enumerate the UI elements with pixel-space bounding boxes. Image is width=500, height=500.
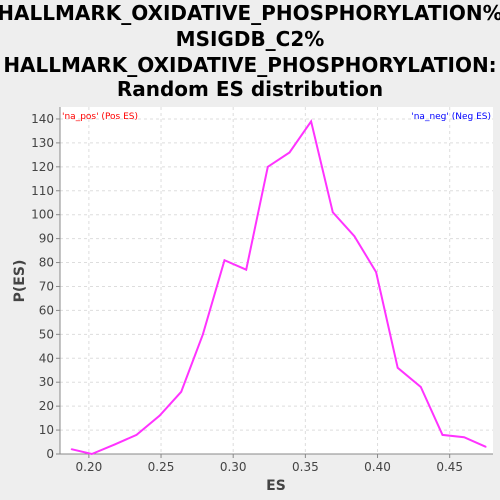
y-tick-label: 50	[39, 327, 54, 341]
data-point	[223, 259, 226, 261]
gridlines	[60, 107, 493, 455]
x-axis-title: ES	[266, 478, 286, 494]
data-point	[267, 166, 269, 168]
x-tick-label: 0.35	[292, 460, 319, 474]
y-tick-label: 130	[31, 136, 54, 150]
data-point	[353, 235, 356, 238]
y-tick-label: 110	[31, 184, 54, 198]
data-point	[288, 151, 291, 154]
y-tick-label: 10	[39, 423, 54, 437]
data-point	[441, 434, 444, 436]
y-tick-label: 90	[39, 232, 54, 246]
x-tick-label: 0.45	[436, 460, 463, 474]
x-tick-label: 0.40	[364, 460, 391, 474]
data-point	[158, 414, 161, 417]
y-axis-ticks: 0 10 20 30 40 50 60 70 80 90 100 110 120 130 140	[31, 112, 60, 461]
data-point	[114, 443, 116, 446]
x-tick-label: 0.30	[220, 460, 247, 474]
y-tick-label: 100	[31, 208, 54, 222]
y-axis-title: P(ES)	[12, 260, 28, 303]
data-point	[420, 386, 422, 388]
title-line-2: MSIGDB_C2%	[176, 27, 325, 51]
data-point	[70, 448, 73, 451]
y-tick-label: 60	[39, 303, 54, 317]
legend-neg-es: 'na_neg' (Neg ES)	[411, 112, 491, 122]
y-tick-label: 40	[39, 351, 54, 365]
y-tick-label: 120	[31, 160, 54, 174]
y-tick-label: 80	[39, 256, 54, 270]
series-line	[71, 118, 487, 456]
data-point	[310, 120, 312, 123]
title-line-3: HALLMARK_OXIDATIVE_PHOSPHORYLATION:	[3, 53, 496, 77]
data-point	[484, 446, 487, 448]
data-point	[180, 390, 183, 393]
plot-area	[60, 107, 493, 454]
y-tick-label: 70	[39, 279, 54, 293]
data-point	[202, 333, 204, 336]
data-point	[245, 268, 247, 271]
x-axis-ticks: 0.20 0.25 0.30 0.35 0.40 0.45	[76, 454, 463, 474]
chart-title: HALLMARK_OXIDATIVE_PHOSPHORYLATION% MSIG…	[0, 1, 500, 101]
legend-pos-es: 'na_pos' (Pos ES)	[62, 112, 138, 122]
y-tick-label: 140	[31, 112, 54, 126]
title-line-1: HALLMARK_OXIDATIVE_PHOSPHORYLATION%	[0, 1, 500, 25]
title-line-4: Random ES distribution	[117, 77, 383, 101]
data-point	[331, 211, 334, 214]
data-point	[396, 367, 399, 369]
series-layer	[70, 118, 487, 456]
axes	[59, 107, 493, 455]
data-point	[135, 434, 138, 436]
data-point	[375, 271, 377, 273]
data-point	[463, 436, 465, 439]
y-tick-label: 30	[39, 375, 54, 389]
x-tick-label: 0.25	[148, 460, 175, 474]
y-tick-label: 20	[39, 399, 54, 413]
x-tick-label: 0.20	[76, 460, 103, 474]
data-point	[90, 453, 93, 455]
y-tick-label: 0	[46, 447, 54, 461]
